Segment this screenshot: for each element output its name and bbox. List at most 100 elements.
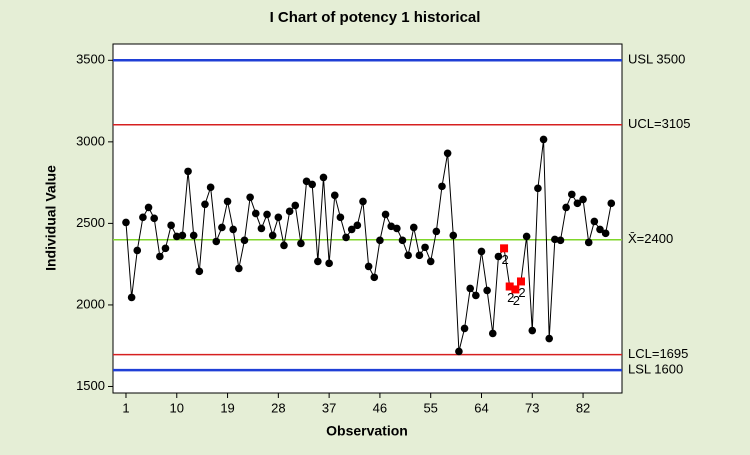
- point: [268, 231, 277, 240]
- point: [263, 210, 271, 219]
- y-tick-label: 3000: [76, 133, 105, 148]
- point: [494, 252, 503, 261]
- flagged-point: [505, 282, 514, 291]
- y-tick-label: 3500: [76, 52, 105, 67]
- point: [488, 329, 497, 338]
- x-tick-label: 55: [423, 400, 437, 415]
- point: [314, 257, 322, 266]
- reference-label: UCL=3105: [628, 116, 691, 131]
- point: [584, 238, 593, 247]
- point: [280, 241, 288, 250]
- y-axis-title: Individual Value: [43, 165, 59, 271]
- flagged-point: [511, 285, 520, 294]
- point: [398, 236, 407, 245]
- point: [393, 224, 401, 233]
- point: [167, 221, 175, 230]
- y-tick-label: 2000: [76, 296, 105, 311]
- point: [483, 286, 491, 295]
- point: [189, 231, 198, 240]
- y-tick-label: 1500: [76, 378, 105, 393]
- point: [573, 199, 582, 208]
- reference-label: LSL 1600: [628, 362, 683, 377]
- point: [133, 246, 142, 255]
- point: [212, 237, 221, 246]
- point: [596, 225, 604, 234]
- point: [460, 324, 469, 333]
- point: [325, 259, 333, 268]
- point: [285, 207, 294, 216]
- point: [449, 231, 458, 240]
- point: [404, 251, 412, 260]
- point: [443, 149, 452, 158]
- point: [257, 224, 266, 233]
- point: [235, 264, 243, 273]
- point: [590, 217, 599, 226]
- flagged-point: [500, 244, 509, 253]
- point: [229, 225, 237, 234]
- point: [477, 247, 486, 256]
- flag-label: 2: [501, 252, 508, 267]
- point: [342, 233, 350, 242]
- point: [156, 252, 164, 261]
- x-tick-label: 10: [170, 400, 184, 415]
- point: [127, 293, 136, 302]
- point: [353, 221, 362, 230]
- chart-title: I Chart of potency 1 historical: [270, 9, 481, 26]
- x-tick-label: 46: [373, 400, 387, 415]
- point: [336, 213, 345, 222]
- point: [195, 267, 204, 276]
- point: [359, 197, 367, 206]
- point: [551, 235, 559, 244]
- point: [274, 213, 283, 222]
- point: [251, 209, 260, 218]
- point: [122, 218, 130, 227]
- point: [455, 347, 463, 356]
- point: [534, 184, 542, 193]
- point: [161, 244, 170, 253]
- y-tick-label: 2500: [76, 215, 105, 230]
- point: [184, 167, 192, 176]
- flag-label: 2: [513, 293, 520, 308]
- point: [466, 284, 475, 293]
- point: [172, 232, 181, 241]
- point: [415, 251, 424, 260]
- x-tick-label: 19: [220, 400, 234, 415]
- point: [426, 257, 435, 266]
- point: [139, 213, 147, 222]
- x-tick-label: 37: [322, 400, 336, 415]
- point: [291, 201, 300, 210]
- point: [545, 334, 554, 343]
- point: [376, 236, 384, 245]
- point: [409, 223, 418, 232]
- point: [421, 243, 429, 252]
- x-axis-title: Observation: [326, 423, 408, 439]
- x-tick-label: 1: [122, 400, 129, 415]
- point: [246, 193, 254, 202]
- reference-label: X̄=2400: [628, 231, 673, 246]
- point: [144, 203, 153, 212]
- x-tick-label: 64: [474, 400, 488, 415]
- point: [472, 291, 480, 300]
- x-tick-label: 28: [271, 400, 285, 415]
- point: [601, 229, 610, 238]
- flag-label: 2: [518, 285, 525, 300]
- point: [370, 273, 379, 282]
- flag-label: 2: [507, 290, 514, 305]
- point: [528, 326, 537, 335]
- point: [240, 236, 249, 245]
- point: [539, 135, 548, 144]
- point: [556, 236, 565, 245]
- point: [206, 183, 215, 192]
- point: [347, 225, 356, 234]
- point: [381, 210, 390, 219]
- point: [562, 203, 570, 212]
- flagged-point: [516, 277, 525, 286]
- point: [330, 191, 339, 200]
- point: [201, 200, 209, 209]
- point: [223, 197, 232, 206]
- point: [607, 199, 616, 208]
- point: [579, 195, 587, 204]
- point: [438, 182, 446, 191]
- point: [178, 231, 187, 240]
